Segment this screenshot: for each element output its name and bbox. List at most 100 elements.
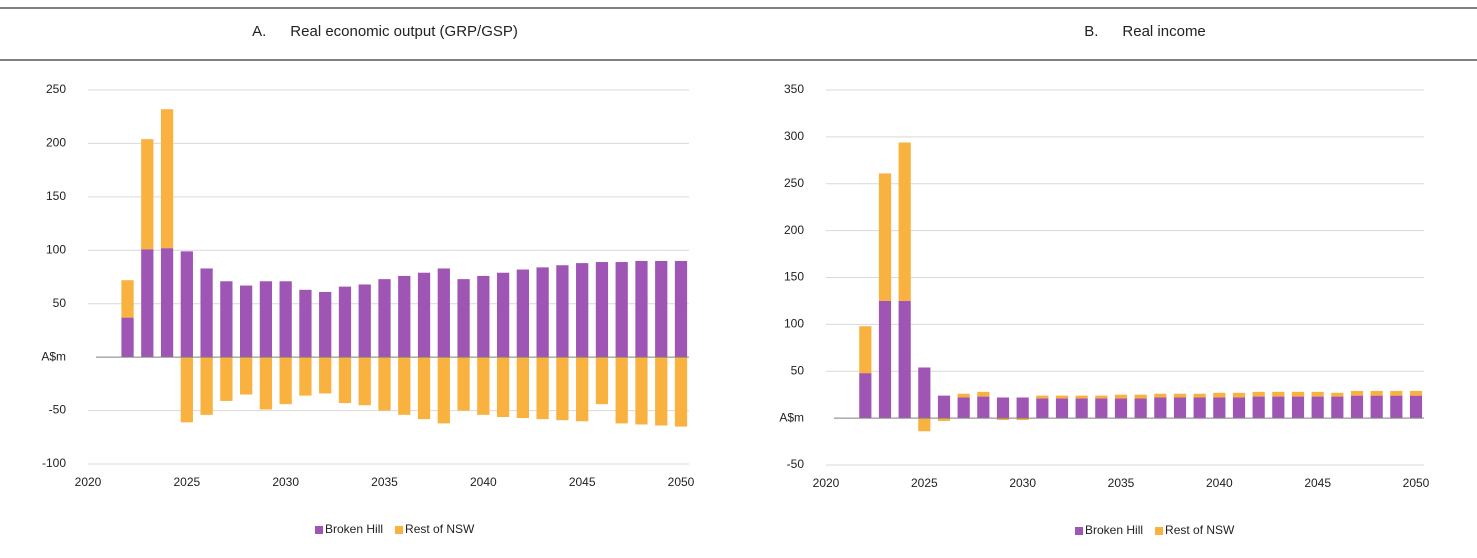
x-tick-label: 2045 — [569, 475, 596, 489]
bar — [635, 260, 648, 358]
bar — [338, 357, 352, 404]
bar — [595, 262, 609, 358]
bar — [398, 275, 411, 358]
bar — [1311, 396, 1324, 419]
bar — [1055, 395, 1069, 399]
bar — [200, 357, 213, 415]
x-tick-label: 2035 — [371, 475, 398, 489]
y-tick-label: 100 — [784, 317, 804, 331]
bar — [655, 357, 668, 426]
bar — [417, 272, 431, 358]
bar — [674, 357, 688, 427]
bar — [180, 357, 193, 423]
bar — [1134, 398, 1147, 419]
x-tick-label: 2025 — [173, 475, 200, 489]
bar — [378, 279, 391, 358]
chart-title: Real economic output (GRP/GSP) — [290, 23, 518, 40]
bar — [319, 357, 332, 394]
bar — [859, 373, 872, 419]
bar — [977, 396, 990, 419]
bar — [220, 281, 233, 358]
bar — [996, 397, 1010, 419]
bar — [878, 300, 892, 419]
bar — [1036, 398, 1049, 419]
bar — [121, 317, 134, 358]
bar — [1350, 390, 1364, 396]
bar — [1075, 398, 1088, 419]
bar — [457, 279, 470, 358]
x-tick-label: 2025 — [911, 476, 938, 490]
bar — [1114, 394, 1128, 399]
legend-label: Rest of NSW — [1165, 523, 1235, 537]
bar — [180, 251, 193, 358]
bar — [1016, 397, 1029, 419]
y-tick-label: A$m — [779, 410, 804, 424]
bar — [977, 391, 990, 397]
bar — [674, 260, 688, 358]
bar — [556, 357, 569, 421]
bar — [279, 281, 292, 358]
x-tick-label: 2050 — [1403, 476, 1430, 490]
bar — [496, 272, 510, 358]
y-tick-label: A$m — [41, 349, 66, 363]
bar — [141, 139, 154, 250]
bar — [437, 357, 450, 424]
y-tick-label: -50 — [49, 403, 67, 417]
bar — [358, 284, 371, 358]
x-tick-label: 2040 — [470, 475, 497, 489]
legend-label: Rest of NSW — [405, 522, 475, 536]
bar — [1232, 397, 1246, 419]
y-tick-label: 150 — [784, 270, 804, 284]
y-tick-label: 200 — [784, 223, 804, 237]
bar — [1390, 390, 1403, 396]
bar — [220, 357, 233, 401]
bar — [299, 357, 312, 396]
legend-label: Broken Hill — [1085, 523, 1143, 537]
panel-label: A. — [252, 23, 266, 40]
legend-label: Broken Hill — [325, 522, 383, 536]
bar — [1291, 391, 1305, 397]
bar — [1409, 390, 1423, 396]
bar — [160, 248, 174, 358]
x-tick-label: 2040 — [1206, 476, 1233, 490]
y-tick-label: 300 — [784, 129, 804, 143]
panel-label: B. — [1084, 23, 1098, 40]
bar — [338, 286, 352, 358]
bar — [615, 357, 628, 424]
y-tick-label: 250 — [46, 82, 66, 96]
legend-swatch — [395, 526, 404, 534]
bar — [1311, 391, 1324, 397]
x-tick-label: 2045 — [1304, 476, 1331, 490]
y-tick-label: -100 — [42, 456, 66, 470]
bar — [477, 357, 490, 415]
bar — [417, 357, 431, 420]
bar — [1114, 398, 1128, 419]
bar — [878, 173, 892, 301]
bar — [240, 285, 253, 358]
bar — [1055, 398, 1069, 419]
y-tick-label: -50 — [787, 457, 805, 471]
y-tick-label: 350 — [784, 82, 804, 96]
bar — [957, 393, 970, 398]
y-tick-label: 200 — [46, 136, 66, 150]
y-tick-label: 150 — [46, 189, 66, 203]
bar — [918, 418, 931, 432]
bar — [319, 291, 332, 358]
y-tick-label: 50 — [791, 363, 805, 377]
bar — [556, 265, 569, 358]
bar — [655, 260, 668, 358]
bar — [496, 357, 510, 417]
bar — [1134, 394, 1147, 399]
bar — [635, 357, 648, 425]
bar — [1036, 395, 1049, 399]
bar — [1213, 397, 1226, 419]
bar — [1016, 418, 1029, 420]
bar — [259, 281, 273, 358]
chart-title: Real income — [1122, 23, 1205, 40]
bar — [615, 262, 628, 358]
bar — [1154, 393, 1167, 398]
y-tick-label: 100 — [46, 242, 66, 256]
bar — [457, 357, 470, 411]
bar — [898, 142, 911, 301]
